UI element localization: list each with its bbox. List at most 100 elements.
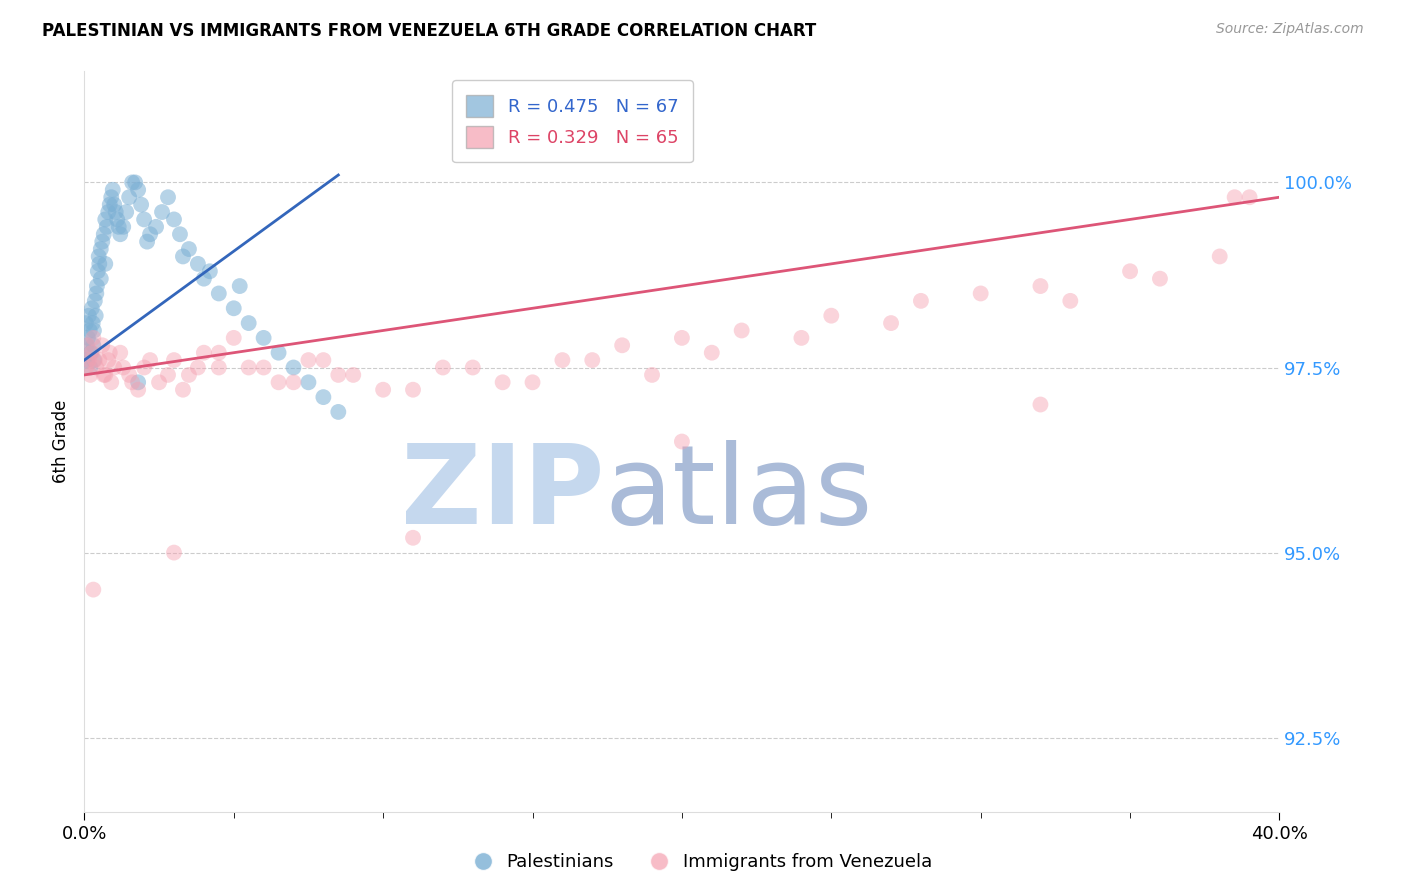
- Y-axis label: 6th Grade: 6th Grade: [52, 400, 70, 483]
- Point: [238, 316, 260, 330]
- Point: [492, 376, 515, 390]
- Point: [121, 176, 143, 190]
- Point: [373, 383, 395, 397]
- Point: [222, 331, 245, 345]
- Point: [98, 345, 121, 359]
- Point: [80, 345, 103, 359]
- Point: [94, 212, 117, 227]
- Point: [402, 531, 425, 545]
- Point: [820, 309, 842, 323]
- Point: [731, 324, 754, 338]
- Point: [283, 360, 305, 375]
- Point: [112, 360, 135, 375]
- Point: [163, 212, 186, 227]
- Point: [77, 309, 100, 323]
- Point: [1223, 190, 1246, 204]
- Point: [312, 390, 335, 404]
- Point: [82, 316, 104, 330]
- Point: [110, 345, 132, 359]
- Point: [700, 345, 723, 359]
- Point: [75, 316, 97, 330]
- Point: [80, 345, 103, 359]
- Point: [129, 197, 152, 211]
- Point: [328, 368, 350, 382]
- Point: [253, 360, 276, 375]
- Point: [671, 331, 693, 345]
- Point: [1059, 293, 1081, 308]
- Point: [172, 383, 194, 397]
- Point: [77, 331, 100, 345]
- Point: [187, 257, 209, 271]
- Point: [76, 338, 98, 352]
- Point: [94, 257, 117, 271]
- Point: [910, 293, 932, 308]
- Point: [581, 353, 603, 368]
- Point: [118, 190, 141, 204]
- Point: [148, 376, 170, 390]
- Point: [83, 324, 105, 338]
- Point: [790, 331, 813, 345]
- Point: [118, 368, 141, 382]
- Point: [1209, 250, 1232, 264]
- Point: [238, 360, 260, 375]
- Point: [328, 405, 350, 419]
- Point: [222, 301, 245, 316]
- Point: [115, 205, 138, 219]
- Point: [87, 264, 110, 278]
- Point: [970, 286, 993, 301]
- Point: [104, 205, 127, 219]
- Point: [100, 190, 122, 204]
- Point: [93, 368, 115, 382]
- Legend: Palestinians, Immigrants from Venezuela: Palestinians, Immigrants from Venezuela: [467, 847, 939, 879]
- Point: [105, 212, 128, 227]
- Point: [229, 279, 252, 293]
- Point: [267, 376, 290, 390]
- Point: [157, 190, 180, 204]
- Point: [76, 338, 98, 352]
- Point: [79, 368, 101, 382]
- Point: [145, 219, 167, 234]
- Point: [193, 271, 215, 285]
- Point: [76, 353, 98, 368]
- Point: [139, 353, 162, 368]
- Point: [80, 301, 103, 316]
- Point: [671, 434, 693, 449]
- Point: [193, 345, 215, 359]
- Point: [82, 338, 104, 352]
- Point: [157, 368, 180, 382]
- Point: [89, 353, 111, 368]
- Point: [107, 219, 129, 234]
- Point: [641, 368, 664, 382]
- Point: [103, 360, 125, 375]
- Point: [97, 205, 120, 219]
- Legend: R = 0.475   N = 67, R = 0.329   N = 65: R = 0.475 N = 67, R = 0.329 N = 65: [451, 80, 693, 162]
- Text: atlas: atlas: [605, 440, 873, 547]
- Point: [163, 546, 186, 560]
- Point: [150, 205, 173, 219]
- Point: [127, 376, 149, 390]
- Point: [432, 360, 454, 375]
- Point: [402, 383, 425, 397]
- Point: [1149, 271, 1171, 285]
- Point: [312, 353, 335, 368]
- Point: [187, 360, 209, 375]
- Point: [208, 286, 231, 301]
- Point: [110, 227, 132, 242]
- Point: [132, 360, 156, 375]
- Point: [83, 293, 105, 308]
- Point: [208, 360, 231, 375]
- Point: [297, 353, 319, 368]
- Point: [342, 368, 364, 382]
- Point: [86, 286, 108, 301]
- Point: [1119, 264, 1142, 278]
- Point: [267, 345, 290, 359]
- Point: [612, 338, 634, 352]
- Point: [551, 353, 574, 368]
- Point: [253, 331, 276, 345]
- Point: [112, 219, 135, 234]
- Point: [177, 242, 200, 256]
- Point: [75, 360, 97, 375]
- Point: [83, 353, 105, 368]
- Point: [880, 316, 903, 330]
- Point: [127, 383, 149, 397]
